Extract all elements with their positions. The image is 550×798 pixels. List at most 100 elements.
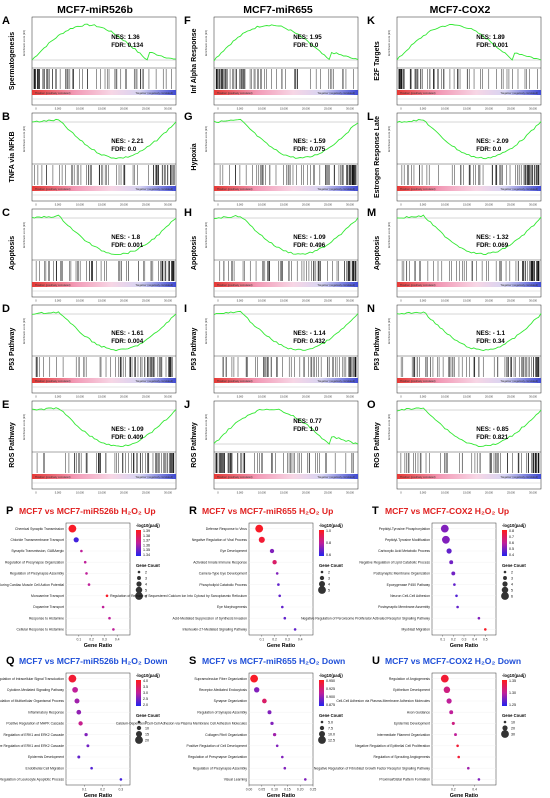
term-label: Regulation of Angiogenesis [389,677,430,681]
y-axis-label: Enrichment score (ES) [22,222,26,248]
positive-label: 'Positive' (positively correlated) [400,283,436,287]
x-tick: 10,000 [76,491,84,495]
size-tick-label: 3 [511,576,513,580]
x-tick: 0 [400,395,402,399]
color-tick-label: 1.36 [143,543,150,547]
x-tick: 5,000 [420,203,427,207]
x-tick: 5,000 [420,107,427,111]
y-axis-label: Enrichment score (ES) [204,222,208,248]
term-label: Cell-Cell Adhesion via Plasma-Membrane A… [336,699,430,703]
data-point [83,560,87,564]
color-tick-label: 0.875 [326,703,335,707]
panel-letter: N [367,303,375,315]
size-legend-dot [503,576,507,580]
x-tick-label: 0.3 [102,638,107,642]
panel-letter: C [2,207,10,219]
x-tick-label: 0.5 [483,638,488,642]
term-label: Epidermis Development [28,755,64,759]
fdr-value: FDR: 0.409 [111,434,144,441]
ranked-list-bar [32,282,176,287]
panel-letter: K [367,15,375,27]
x-tick: 25,000 [507,491,515,495]
x-tick-label: 0.15 [284,788,291,792]
positive-label: 'Positive' (positively correlated) [35,283,71,287]
term-label: Synapse Organization [214,699,247,703]
chart-title: MCF7 vs MCF7-miR526b H₂O₂ Down [19,656,168,666]
fdr-value: FDR: 0.134 [111,42,144,49]
size-tick-label: 20 [511,726,515,730]
enrichment-curve [31,23,177,61]
y-axis-label: Enrichment score (ES) [22,318,26,344]
panel-letter: H [184,207,192,219]
data-point [101,605,105,609]
color-tick-label: 1.30 [509,691,516,695]
color-tick-label: 1.25 [509,703,516,707]
enrichment-curve [31,311,177,352]
size-legend-dot [502,581,508,587]
x-tick: 30,000 [529,203,537,207]
term-label: Positive Regulation of Intracellular Sig… [0,677,64,681]
gsea-panel-c: C Apoptosis Enrichment score (ES) NES: - 1.… [2,207,177,303]
data-point [281,605,284,609]
color-bar [502,680,507,706]
x-axis-title: Gene Ratio [267,643,296,649]
data-point [119,778,123,781]
x-tick: 5,000 [55,491,62,495]
size-tick-label: 2 [511,570,513,574]
fdr-value: FDR: 0.075 [293,146,326,153]
data-point [254,687,260,693]
data-point [269,548,275,554]
x-tick: 10,000 [441,299,449,303]
color-tick-label: 0.950 [326,679,335,683]
size-tick-label: 4 [145,582,147,586]
gsea-panel-n: N P53 Pathway Enrichment score (ES) NES: - … [367,303,542,399]
data-point [258,536,265,543]
x-tick: 10,000 [441,395,449,399]
color-tick-label: 0.6 [326,553,331,557]
panel-letter: P [6,505,13,517]
ranked-list-bar [397,186,541,191]
x-tick: 20,000 [485,395,493,399]
data-point [451,571,456,576]
x-tick-label: 0.2 [451,788,456,792]
term-label: Positive Regulation of Cell Development [187,744,248,748]
x-tick: 5,000 [55,395,62,399]
ranked-list-bar [32,186,176,191]
x-tick: 10,000 [441,203,449,207]
color-tick-label: 0.7 [509,535,514,539]
hit-barcode [401,261,540,281]
x-tick: 15,000 [463,299,471,303]
color-tick-label: 0.6 [509,541,514,545]
negative-label: 'Negative' (negatively correlated) [135,91,173,95]
size-tick-label: 4 [511,582,513,586]
x-tick: 5,000 [237,299,244,303]
data-point [68,524,77,533]
fdr-value: FDR: 0.432 [293,338,326,345]
fdr-value: FDR: 1.0 [293,426,319,433]
panel-letter: O [367,399,376,411]
color-tick-label: 1.38 [143,534,150,538]
gsea-panel-o: O ROS Pathway Enrichment score (ES) NES: - … [367,399,542,495]
data-point [74,698,80,704]
x-tick: 25,000 [324,395,332,399]
fdr-value: FDR: 0.069 [476,242,509,249]
x-tick: 10,000 [258,107,266,111]
term-label: Epoxygenase P450 Pathway [387,583,431,587]
data-point [278,594,282,598]
x-tick: 5,000 [55,107,62,111]
enrichment-curve [213,215,359,255]
x-tick: 0 [35,203,37,207]
negative-label: 'Negative' (negatively correlated) [500,283,538,287]
fdr-value: FDR: 0.821 [476,434,509,441]
size-legend-dot [137,570,141,574]
x-tick: 15,000 [463,203,471,207]
size-legend-dot [318,730,326,738]
x-tick-label: 0.00 [246,788,253,792]
color-bar [319,680,324,706]
data-point [449,710,454,715]
x-tick: 15,000 [463,491,471,495]
size-tick-label: 6 [511,594,513,598]
data-point [457,755,461,759]
size-legend-dot [503,570,507,574]
data-point [440,674,449,683]
